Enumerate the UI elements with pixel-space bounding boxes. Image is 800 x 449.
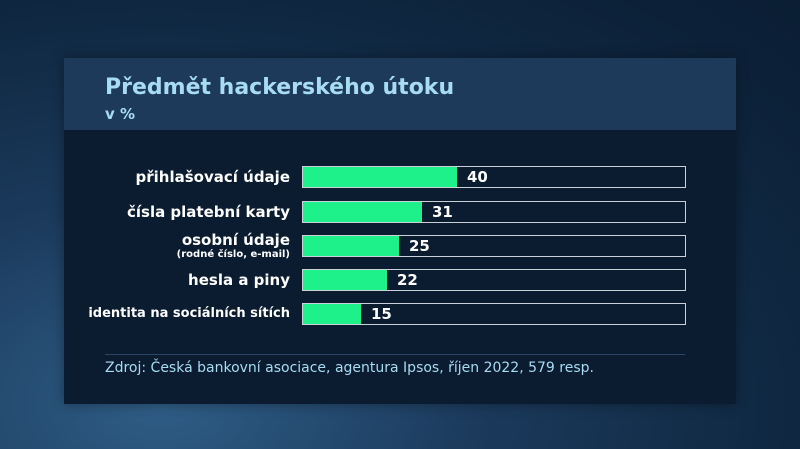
- bar-track: 22: [302, 269, 686, 291]
- bar-track: 15: [302, 303, 686, 325]
- category-label: identita na sociálních sítích: [88, 305, 290, 323]
- bar: [303, 304, 361, 324]
- category-label: čísla platební karty: [127, 203, 290, 221]
- bar: [303, 270, 387, 290]
- bar: [303, 236, 399, 256]
- category-label-text: osobní údaje: [181, 231, 290, 249]
- category-sublabel: (rodné číslo, e-mail): [176, 249, 290, 260]
- divider: [105, 354, 685, 355]
- category-label-text: hesla a piny: [188, 271, 290, 289]
- category-label-text: čísla platební karty: [126, 203, 290, 221]
- chart-header: Předmět hackerského útoku v %: [64, 58, 736, 130]
- bar-value-label: 40: [467, 168, 488, 186]
- bar-value-label: 22: [397, 271, 418, 289]
- chart-title: Předmět hackerského útoku: [105, 75, 455, 100]
- bar: [303, 167, 457, 187]
- chart-subtitle: v %: [105, 105, 136, 123]
- bar-value-label: 15: [371, 305, 392, 323]
- chart-panel: Předmět hackerského útoku v % přihlašova…: [64, 58, 736, 404]
- source-note: Zdroj: Česká bankovní asociace, agentura…: [105, 360, 594, 376]
- bar-value-label: 25: [409, 237, 430, 255]
- bar-track: 31: [302, 201, 686, 223]
- bar: [303, 202, 422, 222]
- bar-track: 25: [302, 235, 686, 257]
- category-label: hesla a piny: [188, 271, 290, 289]
- category-label: osobní údaje (rodné číslo, e-mail): [177, 231, 290, 260]
- category-label-text: přihlašovací údaje: [135, 168, 290, 186]
- bar-value-label: 31: [432, 203, 453, 221]
- category-label-text: identita na sociálních sítích: [88, 306, 290, 321]
- category-label: přihlašovací údaje: [136, 168, 290, 186]
- bar-track: 40: [302, 166, 686, 188]
